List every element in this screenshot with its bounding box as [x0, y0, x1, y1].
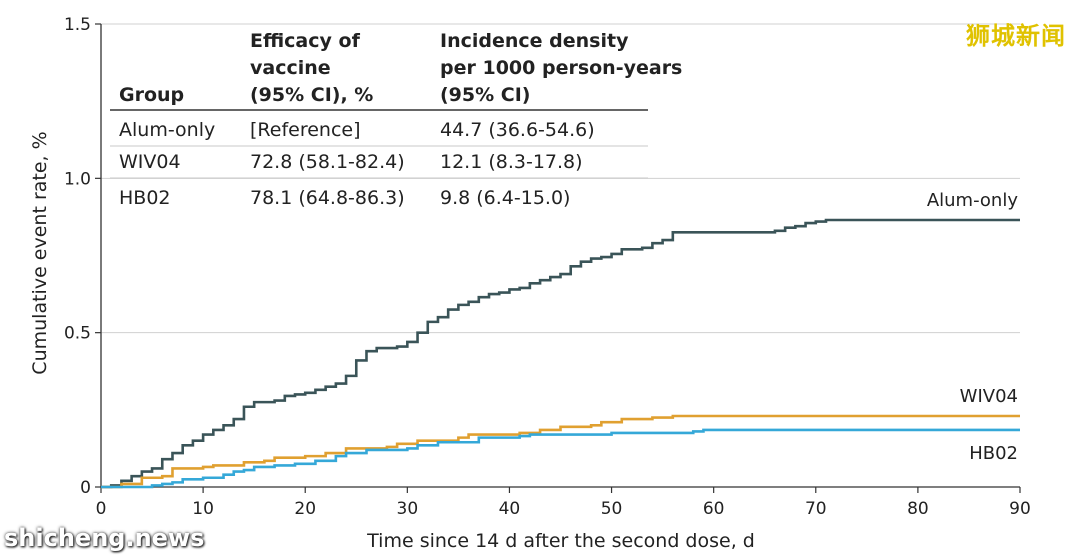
y-tick-label-3: 1.5 — [64, 15, 91, 35]
table-header-2-0: Incidence density — [440, 30, 629, 52]
y-tick-label-2: 1.0 — [64, 169, 91, 189]
x-tick-label-2: 20 — [294, 499, 316, 519]
series-labels: Alum-only WIV04 HB02 — [927, 190, 1019, 464]
x-tick-label-3: 30 — [397, 499, 419, 519]
x-tick-label-5: 50 — [601, 499, 623, 519]
x-tick-label-9: 90 — [1009, 499, 1031, 519]
table-cell-2-0: HB02 — [119, 187, 171, 209]
x-axis-label: Time since 14 d after the second dose, d — [366, 530, 755, 552]
x-tick-label-4: 40 — [499, 499, 521, 519]
table-cell-0-1: [Reference] — [250, 119, 361, 141]
table-cell-0-0: Alum-only — [119, 119, 215, 141]
table-header-2-1: per 1000 person-years — [440, 57, 682, 79]
watermark-bottom: shicheng.news — [4, 524, 205, 552]
table-header-1-2: (95% CI), % — [250, 84, 373, 106]
table-header-2-2: (95% CI) — [440, 84, 530, 106]
tick-labels: 0 10 20 30 40 50 60 70 80 90 0 0.5 1.0 1.5 — [64, 15, 1031, 519]
table-header-1-1: vaccine — [250, 57, 331, 79]
results-table: Group Efficacy of vaccine (95% CI), % Incide… — [110, 30, 682, 209]
table-cell-1-2: 12.1 (8.3-17.8) — [440, 151, 583, 173]
series-line-hb02 — [101, 428, 1020, 489]
table-header-0-0: Group — [119, 84, 184, 106]
series-label-wiv04: WIV04 — [960, 386, 1018, 407]
x-tick-label-0: 0 — [96, 499, 107, 519]
table-header-1-0: Efficacy of — [250, 30, 361, 52]
series-line-alum-only — [101, 218, 1020, 489]
series-label-alum-only: Alum-only — [927, 190, 1019, 211]
y-axis-label: Cumulative event rate, % — [29, 131, 51, 374]
series-lines — [101, 218, 1020, 489]
table-cell-1-1: 72.8 (58.1-82.4) — [250, 151, 405, 173]
x-tick-label-7: 70 — [805, 499, 827, 519]
table-cell-1-0: WIV04 — [119, 151, 181, 173]
table-cell-2-2: 9.8 (6.4-15.0) — [440, 187, 570, 209]
table-cell-2-1: 78.1 (64.8-86.3) — [250, 187, 405, 209]
watermark-top: 狮城新闻 — [966, 22, 1066, 50]
table-cell-0-2: 44.7 (36.6-54.6) — [440, 119, 595, 141]
series-label-hb02: HB02 — [969, 443, 1018, 464]
y-tick-label-0: 0 — [80, 478, 91, 498]
x-tick-label-6: 60 — [703, 499, 725, 519]
series-line-wiv04 — [101, 414, 1020, 489]
axes — [100, 24, 1020, 488]
x-tick-label-8: 80 — [907, 499, 929, 519]
x-tick-label-1: 10 — [192, 499, 214, 519]
y-tick-label-1: 0.5 — [64, 324, 91, 344]
